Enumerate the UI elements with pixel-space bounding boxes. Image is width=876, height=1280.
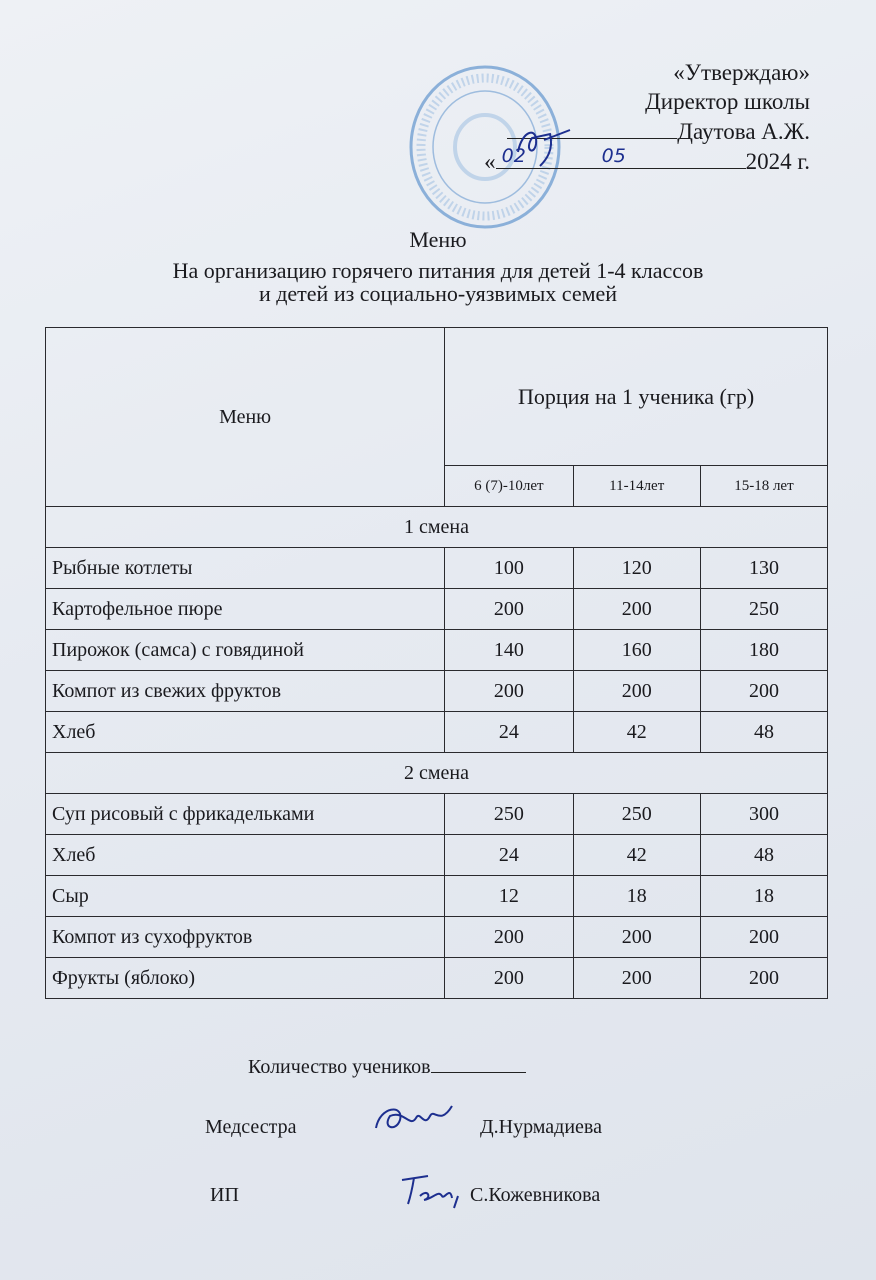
dish-name: Сыр — [44, 875, 446, 917]
dish-name: Компот из сухофруктов — [44, 916, 446, 958]
portion: 24 — [444, 834, 574, 876]
portion: 200 — [444, 670, 574, 712]
date-month: 05 — [601, 145, 626, 167]
portion: 42 — [572, 834, 701, 876]
ip-label: ИП — [210, 1184, 239, 1206]
portion: 200 — [444, 916, 574, 958]
director-name: Даутова А.Ж. — [677, 119, 810, 144]
dish-name: Суп рисовый с фрикадельками — [44, 793, 446, 835]
portion: 200 — [572, 588, 701, 630]
shift-2-label: 2 смена — [45, 752, 828, 794]
portion: 200 — [444, 957, 574, 999]
portion: 140 — [444, 629, 574, 671]
doc-subtitle-1: На организацию горячего питания для дете… — [172, 258, 704, 283]
portion: 250 — [572, 793, 701, 835]
portion: 24 — [444, 711, 574, 753]
approval-block: «Утверждаю» Директор школы Даутова А.Ж. … — [484, 58, 810, 176]
ip-signature — [401, 1175, 459, 1209]
date-quote: « — [484, 149, 496, 174]
ip-name: С.Кожевникова — [470, 1184, 601, 1206]
shift-1-label: 1 смена — [45, 506, 828, 548]
portion: 200 — [444, 588, 574, 630]
table-row: Сыр 12 18 18 — [44, 875, 829, 917]
portion: 160 — [572, 629, 701, 671]
official-stamp — [409, 65, 561, 229]
portion: 250 — [699, 588, 829, 630]
portion: 200 — [572, 670, 701, 712]
table-row: Хлеб 24 42 48 — [44, 711, 829, 753]
table-row: Суп рисовый с фрикадельками 250 250 300 — [44, 793, 829, 835]
date-year: 2024 г. — [745, 149, 810, 174]
header-menu: Меню — [44, 327, 446, 507]
doc-title: Меню — [409, 227, 467, 252]
portion: 48 — [699, 711, 829, 753]
table-row: Рыбные котлеты 100 120 130 — [44, 547, 829, 589]
portion: 250 — [444, 793, 574, 835]
table-row: Картофельное пюре 200 200 250 — [44, 588, 829, 630]
dish-name: Пирожок (самса) с говядиной — [44, 629, 446, 671]
approval-position: Директор школы — [645, 89, 810, 114]
header-portion: Порция на 1 ученика (гр) — [444, 327, 828, 466]
portion: 18 — [572, 875, 701, 917]
table-row: Хлеб 24 42 48 — [44, 834, 829, 876]
table-row: Компот из свежих фруктов 200 200 200 — [44, 670, 829, 712]
students-blank — [430, 1054, 526, 1073]
nurse-name: Д.Нурмадиева — [480, 1116, 602, 1138]
menu-table: Меню Порция на 1 ученика (гр) 6 (7)-10ле… — [44, 327, 829, 999]
dish-name: Фрукты (яблоко) — [44, 957, 446, 999]
director-signature — [517, 129, 571, 167]
dish-name: Картофельное пюре — [44, 588, 446, 630]
table-row: Компот из сухофруктов 200 200 200 — [44, 916, 829, 958]
portion: 300 — [699, 793, 829, 835]
portion: 100 — [444, 547, 574, 589]
portion: 200 — [699, 916, 829, 958]
portion: 200 — [572, 916, 701, 958]
dish-name: Компот из свежих фруктов — [44, 670, 446, 712]
portion: 12 — [444, 875, 574, 917]
portion: 200 — [572, 957, 701, 999]
students-label: Количество учеников — [248, 1056, 431, 1078]
table-row: Пирожок (самса) с говядиной 140 160 180 — [44, 629, 829, 671]
header-age-3: 15-18 лет — [699, 465, 829, 507]
dish-name: Хлеб — [44, 834, 446, 876]
director-signature-line — [507, 116, 678, 139]
portion: 200 — [699, 670, 829, 712]
portion: 180 — [699, 629, 829, 671]
table-row: Фрукты (яблоко) 200 200 200 — [44, 957, 829, 999]
portion: 42 — [572, 711, 701, 753]
nurse-signature — [375, 1105, 453, 1129]
doc-subtitle-2: и детей из социально-уязвимых семей — [258, 281, 618, 306]
date-day: 02 — [501, 145, 526, 167]
portion: 130 — [699, 547, 829, 589]
approval-heading: «Утверждаю» — [673, 60, 810, 85]
header-age-2: 11-14лет — [572, 465, 701, 507]
portion: 18 — [699, 875, 829, 917]
date-line: 02 05 — [495, 145, 746, 169]
portion: 200 — [699, 957, 829, 999]
header-age-1: 6 (7)-10лет — [444, 465, 574, 507]
dish-name: Хлеб — [44, 711, 446, 753]
nurse-label: Медсестра — [205, 1116, 297, 1138]
portion: 48 — [699, 834, 829, 876]
dish-name: Рыбные котлеты — [44, 547, 446, 589]
portion: 120 — [572, 547, 701, 589]
students-count: Количество учеников — [248, 1054, 526, 1079]
